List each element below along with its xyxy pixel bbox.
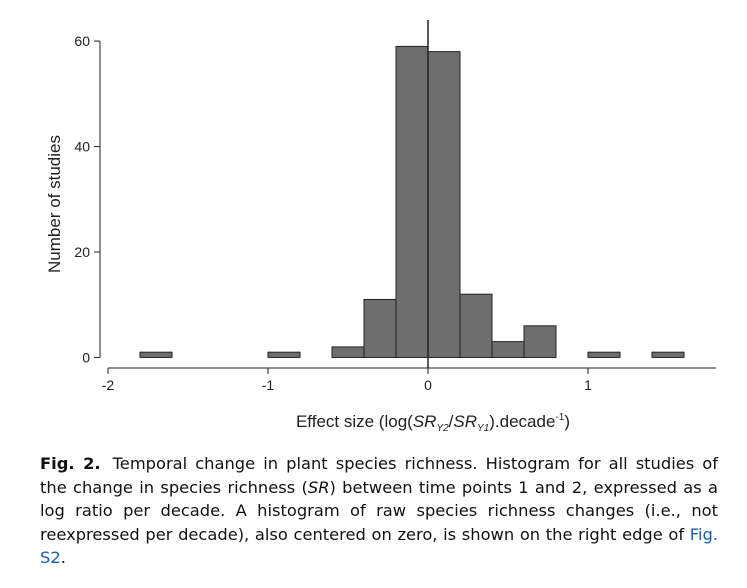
x-axis-title-mid: ).decade bbox=[489, 412, 555, 431]
fig-s2-link[interactable]: Fig. S2 bbox=[40, 524, 718, 568]
y-tick-label: 20 bbox=[74, 244, 90, 260]
x-tick-label: 0 bbox=[424, 377, 432, 393]
histogram-chart: 0 20 40 60 -2 -1 0 1 Number of studies Effect … bbox=[45, 20, 716, 434]
caption-sr-italic: SR bbox=[307, 477, 330, 497]
histogram-bar bbox=[651, 351, 685, 358]
x-axis-title-prefix: Effect size (log( bbox=[296, 412, 413, 431]
figure-label: Fig. 2. bbox=[40, 454, 101, 473]
histogram-bar bbox=[491, 341, 525, 358]
x-axis-title-slash: / bbox=[449, 412, 454, 431]
histogram-bar bbox=[331, 346, 365, 358]
y-axis-ticks: 0 20 40 60 bbox=[74, 33, 100, 365]
x-axis-title-sup: -1 bbox=[555, 412, 564, 423]
histogram-bar bbox=[395, 45, 429, 358]
caption-text-2: ) between time points 1 and 2, expressed… bbox=[40, 477, 718, 544]
figure-caption: Fig. 2. Temporal change in plant species … bbox=[40, 452, 718, 570]
y-axis-title: Number of studies bbox=[45, 135, 64, 273]
x-tick-label: -1 bbox=[262, 377, 275, 393]
histogram-bar bbox=[523, 325, 557, 358]
histogram-bar bbox=[267, 351, 301, 358]
y-tick-label: 40 bbox=[74, 139, 90, 155]
histogram-bar bbox=[363, 298, 397, 358]
x-axis-title-suffix: ) bbox=[564, 412, 570, 431]
x-axis-title-sr1: SR bbox=[413, 412, 437, 431]
y-tick-label: 0 bbox=[82, 349, 90, 365]
x-axis-ticks: -2 -1 0 1 bbox=[102, 368, 592, 393]
histogram-bars bbox=[139, 45, 685, 358]
caption-text-3: . bbox=[60, 548, 66, 567]
histogram-bar bbox=[139, 351, 173, 358]
x-axis-title: Effect size (log(SRY2/SRY1).decade-1) bbox=[296, 412, 570, 434]
x-axis-title-sr2: SR bbox=[453, 412, 477, 431]
histogram-bar bbox=[587, 351, 621, 358]
x-axis-title-sub1: Y2 bbox=[436, 423, 449, 434]
y-tick-label: 60 bbox=[74, 33, 90, 49]
histogram-bar bbox=[427, 51, 461, 358]
caption-text-1: Temporal change in plant species richnes… bbox=[40, 454, 718, 497]
x-axis-title-sub2: Y1 bbox=[477, 423, 489, 434]
histogram-bar bbox=[459, 293, 493, 358]
x-tick-label: -2 bbox=[102, 377, 115, 393]
x-tick-label: 1 bbox=[584, 377, 592, 393]
